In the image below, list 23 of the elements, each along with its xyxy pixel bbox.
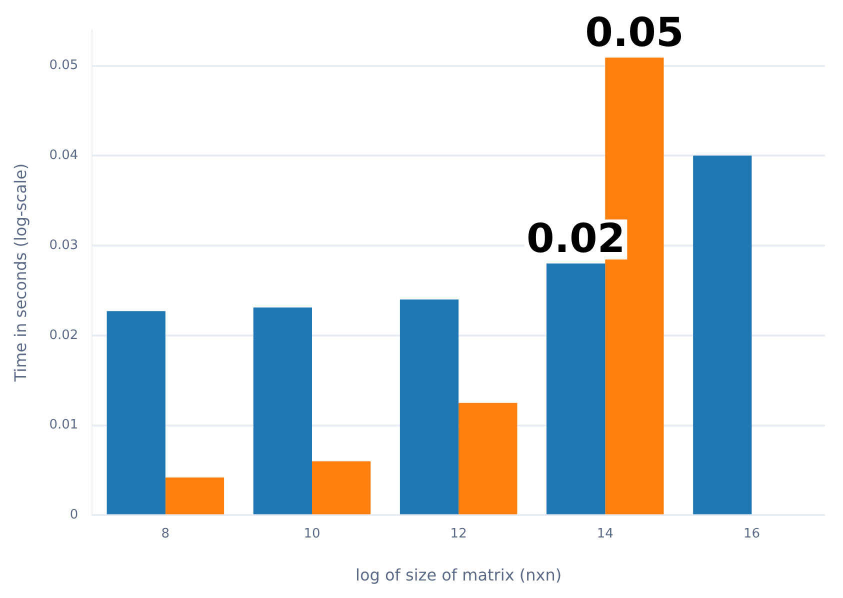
x-tick-label: 16 bbox=[743, 526, 760, 542]
bar bbox=[546, 264, 606, 514]
bar bbox=[458, 402, 518, 514]
y-tick-label: 0.02 bbox=[49, 328, 78, 343]
x-tick-label: 8 bbox=[161, 526, 170, 542]
annotation: 0.02 bbox=[526, 216, 626, 262]
annotation: 0.05 bbox=[585, 10, 684, 56]
y-tick-label: 0.05 bbox=[49, 58, 78, 74]
x-tick-label: 14 bbox=[596, 526, 614, 542]
x-axis-title: log of size of matrix (nxn) bbox=[356, 566, 562, 585]
bar bbox=[693, 156, 752, 514]
x-tick-label: 10 bbox=[304, 526, 320, 542]
bar bbox=[400, 299, 459, 514]
y-axis-title: Time in seconds (log-scale) bbox=[10, 163, 30, 383]
y-tick-label: 0.04 bbox=[49, 148, 78, 164]
bar bbox=[106, 311, 166, 514]
y-tick-label: 0.03 bbox=[49, 238, 78, 253]
bar bbox=[253, 308, 312, 514]
x-tick-label: 12 bbox=[450, 526, 467, 542]
y-tick-label: 0.01 bbox=[49, 418, 78, 433]
bar bbox=[312, 461, 371, 514]
y-tick-label: 0 bbox=[70, 508, 78, 523]
bar bbox=[165, 477, 224, 514]
